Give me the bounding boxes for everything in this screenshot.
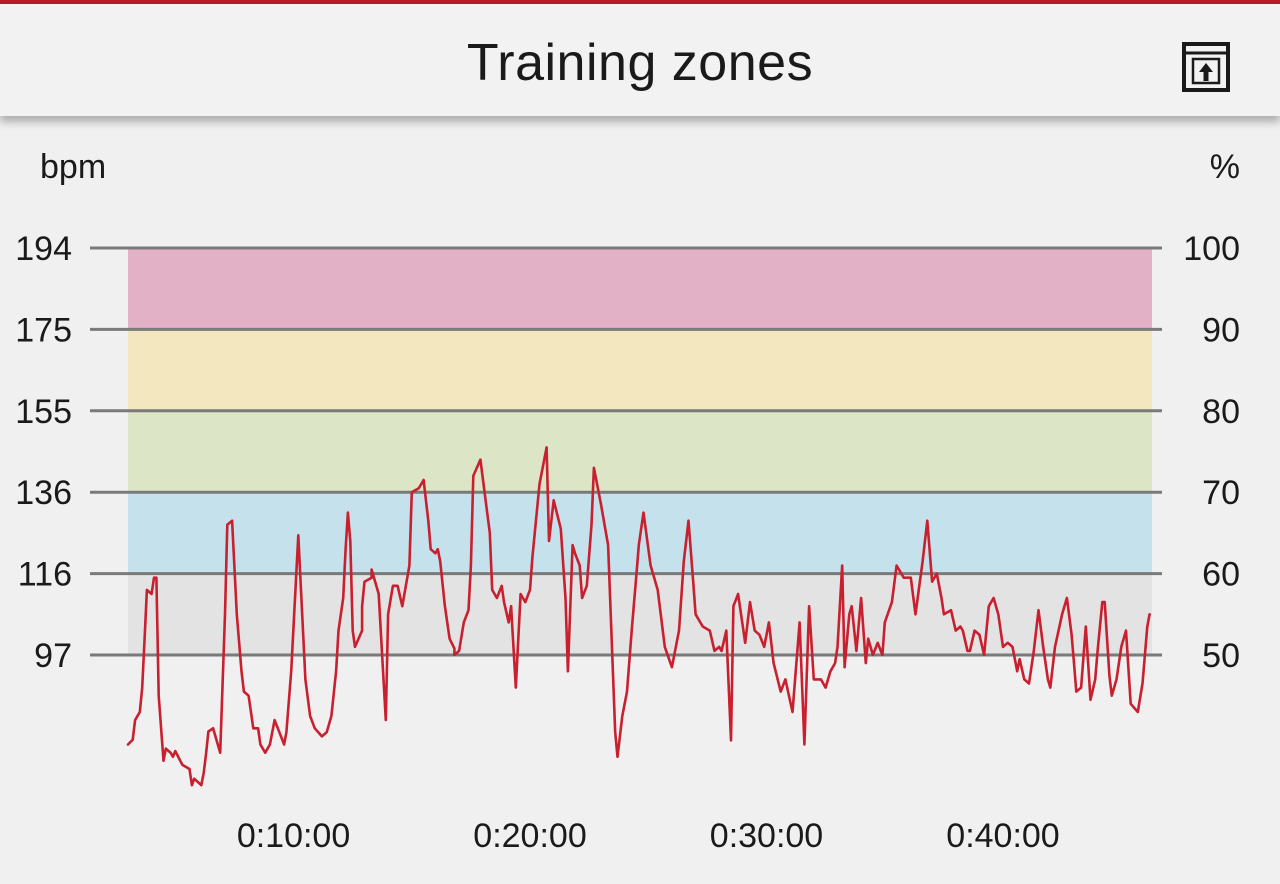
- zone-band-5: [128, 248, 1152, 330]
- y-axis-label: bpm: [40, 148, 106, 186]
- app-header: Training zones: [0, 4, 1280, 116]
- y2-tick-label: 90: [1202, 311, 1240, 349]
- y-axis-ticks: 194 175 155 136 116 97: [15, 230, 72, 675]
- export-button[interactable]: [1176, 38, 1236, 98]
- x-tick-label: 0:20:00: [473, 817, 586, 855]
- heart-rate-zone-chart: bpm % 194 175 155 136 116 97 100 90 80 70 60 50 0:…: [15, 148, 1240, 855]
- y-tick-label: 116: [18, 556, 72, 594]
- y2-axis-label: %: [1210, 148, 1240, 186]
- x-axis-ticks: 0:10:00 0:20:00 0:30:00 0:40:00: [237, 817, 1060, 855]
- y2-tick-label: 100: [1183, 230, 1240, 268]
- x-tick-label: 0:10:00: [237, 817, 350, 855]
- y2-tick-label: 60: [1202, 556, 1240, 594]
- y-tick-label: 155: [15, 393, 72, 431]
- x-tick-label: 0:30:00: [710, 817, 823, 855]
- y2-axis-ticks: 100 90 80 70 60 50: [1183, 230, 1240, 675]
- page-title: Training zones: [466, 34, 814, 92]
- zone-band-4: [128, 329, 1152, 411]
- share-export-icon: [1182, 42, 1230, 92]
- y2-tick-label: 80: [1202, 393, 1240, 431]
- y2-tick-label: 70: [1202, 474, 1240, 512]
- y-tick-label: 97: [34, 637, 72, 675]
- x-tick-label: 0:40:00: [946, 817, 1059, 855]
- y-tick-label: 175: [15, 311, 72, 349]
- y-tick-label: 136: [15, 474, 72, 512]
- heart-rate-series: [126, 446, 1151, 787]
- gridlines: [90, 246, 1162, 657]
- zone-band-3: [128, 410, 1152, 493]
- y2-tick-label: 50: [1202, 637, 1240, 675]
- zone-bands: [128, 248, 1152, 655]
- top-accent-bar: [0, 0, 1280, 4]
- y-tick-label: 194: [15, 230, 72, 268]
- heart-rate-line: [126, 446, 1151, 787]
